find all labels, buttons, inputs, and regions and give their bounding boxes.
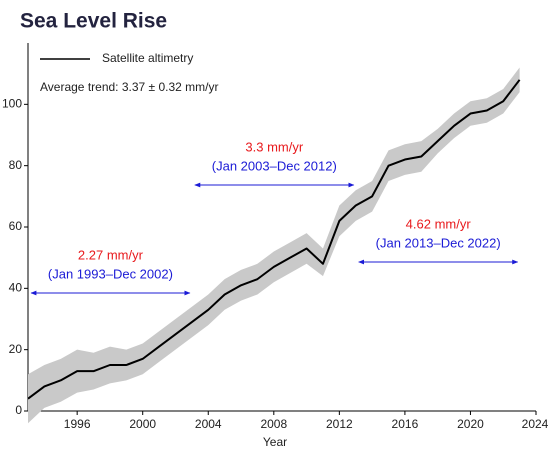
- x-tick-label: 1996: [64, 417, 91, 431]
- annotation-period: (Jan 1993–Dec 2002): [48, 266, 173, 281]
- legend-label: Satellite altimetry: [102, 51, 193, 65]
- x-tick-label: 2012: [326, 417, 353, 431]
- x-tick-label: 2008: [260, 417, 287, 431]
- x-tick-label: 2016: [392, 417, 419, 431]
- subtitle: Average trend: 3.37 ± 0.32 mm/yr: [40, 80, 218, 94]
- x-tick-label: 2020: [457, 417, 484, 431]
- uncertainty-band: [28, 67, 520, 424]
- y-tick-label: 20: [9, 342, 23, 356]
- x-axis-label: Year: [263, 435, 287, 447]
- data-line: [27, 79, 521, 400]
- x-tick-label: 2000: [129, 417, 156, 431]
- y-tick-label: 40: [9, 281, 23, 295]
- y-tick-label: 60: [9, 219, 23, 233]
- y-tick-label: 80: [9, 158, 23, 172]
- y-tick-label: 100: [2, 97, 22, 111]
- annotation-rate: 4.62 mm/yr: [406, 216, 472, 231]
- x-tick-label: 2024: [522, 417, 549, 431]
- annotation-rate: 2.27 mm/yr: [78, 247, 144, 262]
- y-tick-label: 0: [15, 403, 22, 417]
- chart-title: Sea Level Rise: [20, 10, 167, 33]
- annotation-period: (Jan 2013–Dec 2022): [376, 235, 501, 250]
- x-tick-label: 2004: [195, 417, 222, 431]
- annotation-period: (Jan 2003–Dec 2012): [212, 158, 337, 173]
- annotation-rate: 3.3 mm/yr: [245, 139, 303, 154]
